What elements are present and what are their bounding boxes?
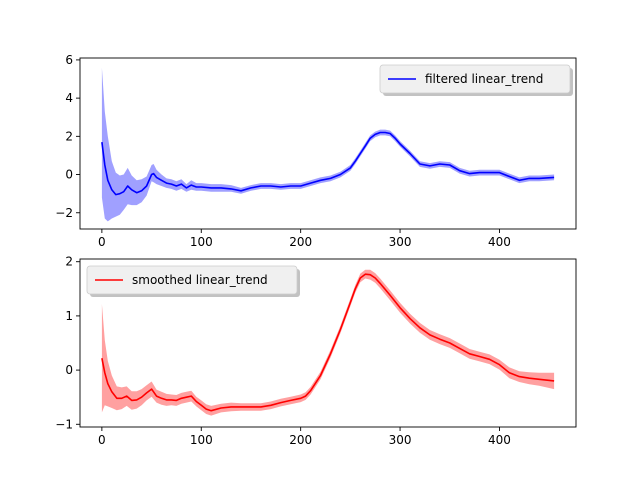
- x-tick-label: 400: [488, 433, 511, 447]
- subplot-1: 0 100 200 300 400 −2 0 2 4 6 filtered linear_trend: [55, 53, 577, 249]
- y-tick-label: 2: [65, 129, 73, 143]
- x-tick-label: 300: [389, 235, 412, 249]
- y-tick-label: 2: [65, 255, 73, 269]
- legend: filtered linear_trend: [379, 64, 573, 96]
- y-tick-label: 0: [65, 363, 73, 377]
- legend-label: filtered linear_trend: [425, 72, 543, 86]
- axes-frame: [79, 258, 577, 428]
- x-tick-label: 200: [289, 235, 312, 249]
- legend-label: smoothed linear_trend: [132, 273, 268, 287]
- x-tick-label: 0: [98, 235, 106, 249]
- y-tick-label: 0: [65, 168, 73, 182]
- x-tick-label: 0: [98, 433, 106, 447]
- y-tick-label: −2: [55, 206, 73, 220]
- x-tick-label: 400: [488, 235, 511, 249]
- y-tick-label: −1: [55, 417, 73, 431]
- series-line: [101, 131, 555, 196]
- x-tick-label: 100: [190, 235, 213, 249]
- y-tick-label: 1: [65, 309, 73, 323]
- y-tick-label: 6: [65, 53, 73, 67]
- legend-box: [379, 64, 571, 94]
- axes-frame: [79, 57, 577, 230]
- x-tick-label: 200: [289, 433, 312, 447]
- y-tick-label: 4: [65, 91, 73, 105]
- legend-box: [86, 265, 298, 295]
- subplot-2: 0 100 200 300 400 −1 0 1 2 smoothed linear_trend: [55, 255, 577, 447]
- x-tick-label: 300: [389, 433, 412, 447]
- legend: smoothed linear_trend: [86, 265, 300, 297]
- x-tick-label: 100: [190, 433, 213, 447]
- series-line: [101, 273, 555, 412]
